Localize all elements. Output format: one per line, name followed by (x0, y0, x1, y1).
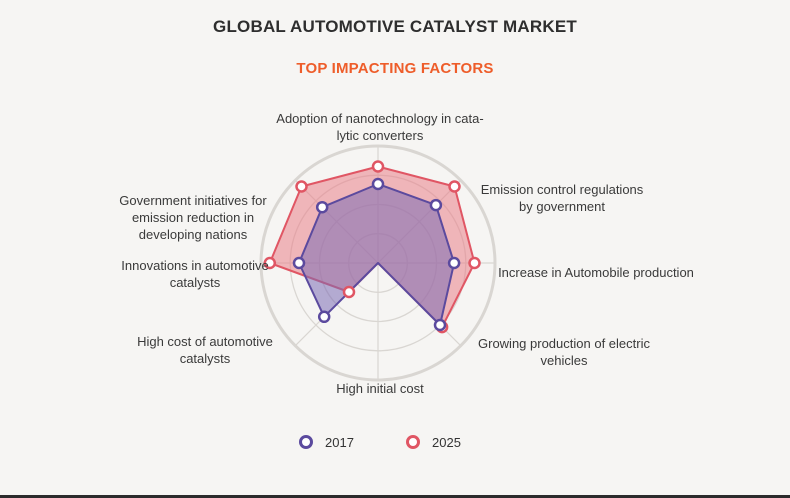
axis-label-3: Increase in Automobile production (498, 265, 694, 280)
axis-label-6: High cost of automotive catalysts (137, 334, 273, 366)
axis-label-1: Adoption of nanotechnology in cata-lytic… (276, 111, 483, 143)
axis-label-8: Government initiatives for emission reduc… (119, 193, 267, 242)
point-2017-6 (317, 310, 331, 324)
point-2025-3 (468, 256, 481, 270)
chart-subtitle: TOP IMPACTING FACTORS (296, 60, 494, 77)
axis-label-4: Growing production of electric vehicles (478, 336, 650, 368)
legend-label-2017: 2017 (325, 435, 354, 450)
legend: 2017 2025 (299, 435, 461, 450)
point-2025-6 (342, 285, 356, 299)
axis-label-5: High initial cost (336, 381, 424, 396)
point-2017-4 (433, 318, 447, 332)
point-2017-2 (429, 198, 443, 212)
legend-marker-2025 (406, 435, 420, 449)
point-2017-7 (292, 256, 306, 270)
bottom-divider (0, 495, 790, 498)
radar-series (263, 160, 481, 334)
legend-marker-2017 (299, 435, 313, 449)
point-2025-2 (448, 180, 461, 193)
axis-label-7: Innovations in automotive catalysts (121, 258, 268, 290)
point-2017-3 (447, 256, 461, 270)
axis-label-2: Emission control regulations by governmen… (481, 182, 644, 214)
point-2017-1 (371, 177, 385, 191)
point-2025-8 (295, 180, 308, 193)
series-area-2017 (298, 183, 456, 326)
chart-title: GLOBAL AUTOMOTIVE CATALYST MARKET (213, 17, 577, 36)
point-2025-1 (371, 160, 385, 173)
axis-labels: Adoption of nanotechnology in cata-lytic… (119, 111, 694, 396)
legend-label-2025: 2025 (432, 435, 461, 450)
point-2017-8 (315, 200, 329, 214)
point-2025-7 (263, 256, 277, 270)
